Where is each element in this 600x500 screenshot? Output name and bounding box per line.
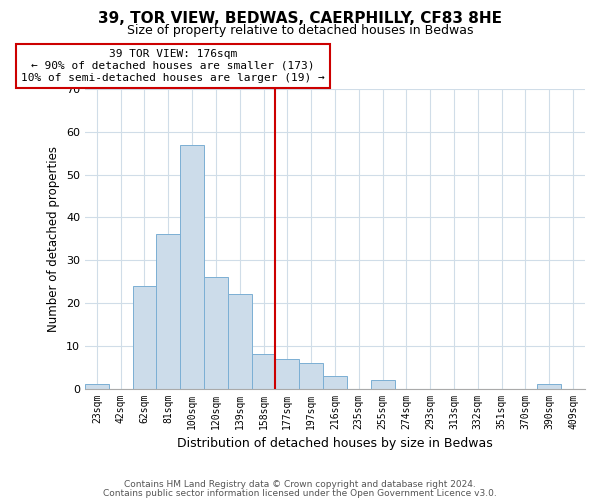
Bar — [204, 278, 228, 388]
Bar — [133, 286, 157, 388]
Bar — [85, 384, 109, 388]
Bar — [299, 363, 323, 388]
Text: 39, TOR VIEW, BEDWAS, CAERPHILLY, CF83 8HE: 39, TOR VIEW, BEDWAS, CAERPHILLY, CF83 8… — [98, 11, 502, 26]
Bar — [323, 376, 347, 388]
Bar — [228, 294, 251, 388]
Text: 39 TOR VIEW: 176sqm
← 90% of detached houses are smaller (173)
10% of semi-detac: 39 TOR VIEW: 176sqm ← 90% of detached ho… — [21, 50, 325, 82]
Bar — [157, 234, 180, 388]
Bar — [538, 384, 561, 388]
Text: Contains HM Land Registry data © Crown copyright and database right 2024.: Contains HM Land Registry data © Crown c… — [124, 480, 476, 489]
Y-axis label: Number of detached properties: Number of detached properties — [47, 146, 61, 332]
Text: Size of property relative to detached houses in Bedwas: Size of property relative to detached ho… — [127, 24, 473, 37]
Bar — [275, 358, 299, 388]
Bar — [251, 354, 275, 388]
Bar — [180, 144, 204, 388]
Bar — [371, 380, 395, 388]
X-axis label: Distribution of detached houses by size in Bedwas: Distribution of detached houses by size … — [177, 437, 493, 450]
Text: Contains public sector information licensed under the Open Government Licence v3: Contains public sector information licen… — [103, 488, 497, 498]
